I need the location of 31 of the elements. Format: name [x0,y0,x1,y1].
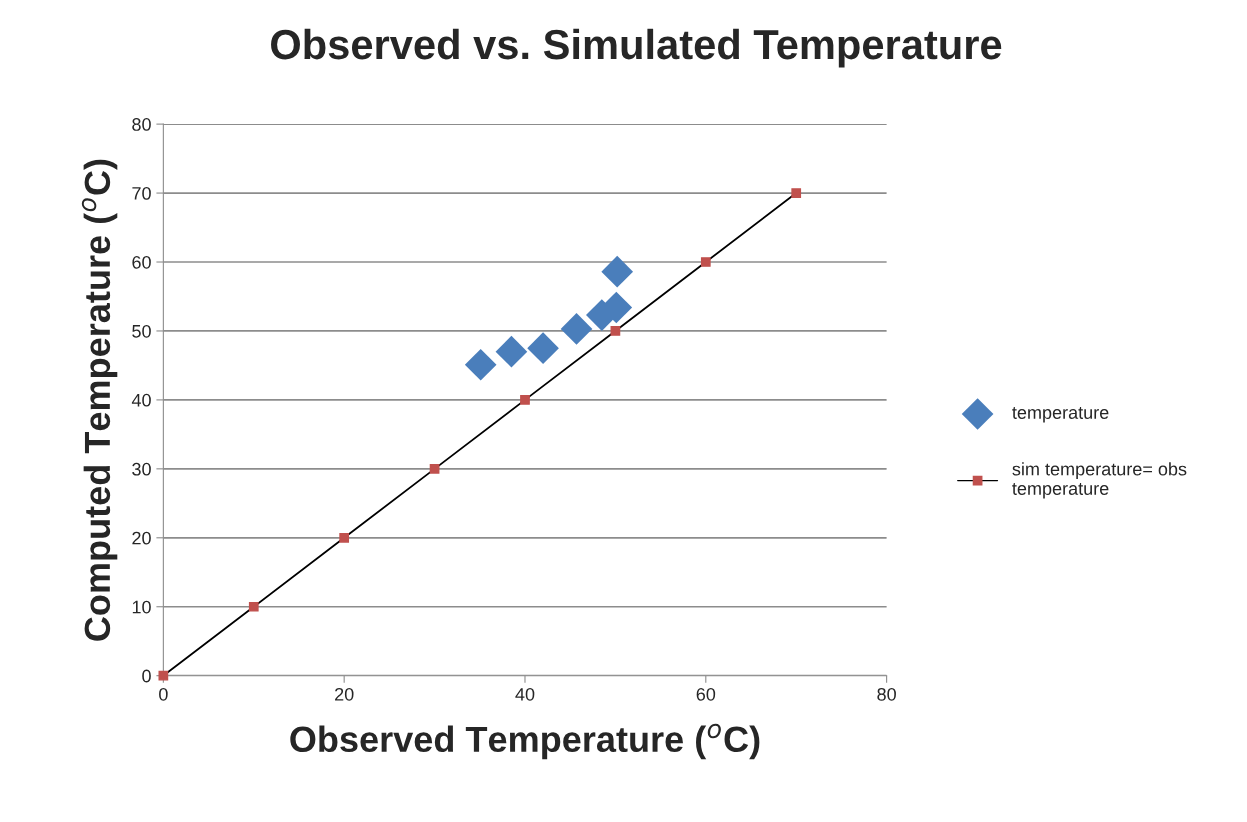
y-tick-label: 20 [132,531,151,545]
chart-title: Observed vs. Simulated Temperature [271,28,1002,68]
legend-label: sim temperature= obs temperature [1012,462,1187,499]
x-tick-label: 40 [515,687,535,701]
point [495,335,528,368]
point [248,601,259,612]
point [464,348,497,381]
y-tick-label: 50 [132,324,151,338]
x-tick-label: 20 [335,687,354,701]
point [560,313,593,345]
y-tick-label: 0 [142,669,151,683]
point [610,326,621,336]
x-tick-label: 80 [877,687,896,701]
point [527,332,559,365]
point [791,188,802,198]
y-tick-label: 70 [132,187,151,200]
point [339,532,350,543]
point [601,255,634,288]
x-axis-title: Observed Temperature ($^{o}$C) [290,723,760,760]
y-tick-label: 80 [132,118,151,131]
y-tick-label: 60 [132,255,151,269]
x-tick-label: 0 [159,687,168,701]
y-tick-label: 30 [132,462,151,476]
point [520,395,530,405]
x-tick-label: 60 [696,687,716,701]
y-tick-label: 10 [132,600,151,614]
y-tick-label: 40 [131,393,151,407]
y-axis-title: Computed Temperature ($^{o}$C) [81,159,118,641]
point [429,463,440,474]
point [700,257,711,267]
legend-label: temperature [1012,407,1109,423]
